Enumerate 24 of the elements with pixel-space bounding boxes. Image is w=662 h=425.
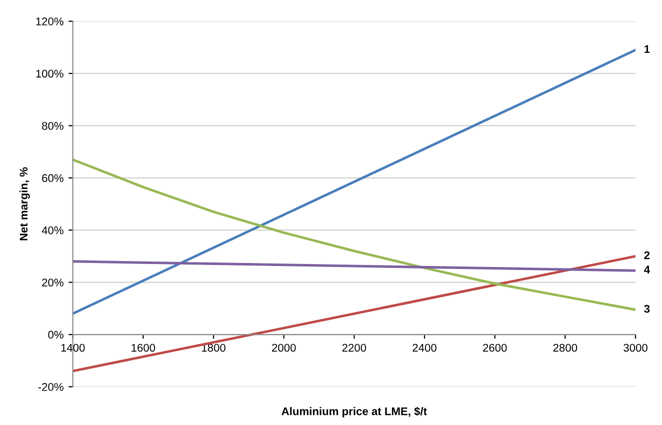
x-tick-label: 1400 bbox=[61, 344, 85, 352]
y-tick-label: 100% bbox=[36, 70, 64, 78]
x-tick-label: 2000 bbox=[272, 344, 296, 352]
x-axis-title: Aluminium price at LME, $/t bbox=[282, 406, 427, 418]
x-tick-label: 2800 bbox=[553, 344, 578, 352]
x-tick-label: 2600 bbox=[483, 344, 507, 352]
line-series bbox=[72, 158, 636, 311]
y-axis-title: Net margin, % bbox=[19, 167, 30, 240]
x-tick-label: 1600 bbox=[132, 344, 156, 352]
y-tick-label: 80% bbox=[42, 122, 64, 130]
x-tick-label: 1800 bbox=[202, 344, 226, 352]
series-label: 3 bbox=[644, 304, 650, 313]
series-label: 4 bbox=[644, 266, 650, 274]
series-label: 2 bbox=[644, 251, 650, 260]
x-tick-label: 2400 bbox=[412, 344, 436, 352]
x-tick-label: 2200 bbox=[342, 344, 366, 352]
y-tick-label: -20% bbox=[38, 383, 64, 391]
y-tick-label: 20% bbox=[42, 278, 64, 286]
y-tick-label: 0% bbox=[48, 330, 64, 339]
y-tick-label: 40% bbox=[42, 226, 64, 234]
y-tick-label: 120% bbox=[36, 18, 64, 26]
series-label: 1 bbox=[644, 45, 650, 53]
y-tick-label: 60% bbox=[42, 174, 64, 182]
x-tick-label: 3000 bbox=[624, 344, 648, 352]
